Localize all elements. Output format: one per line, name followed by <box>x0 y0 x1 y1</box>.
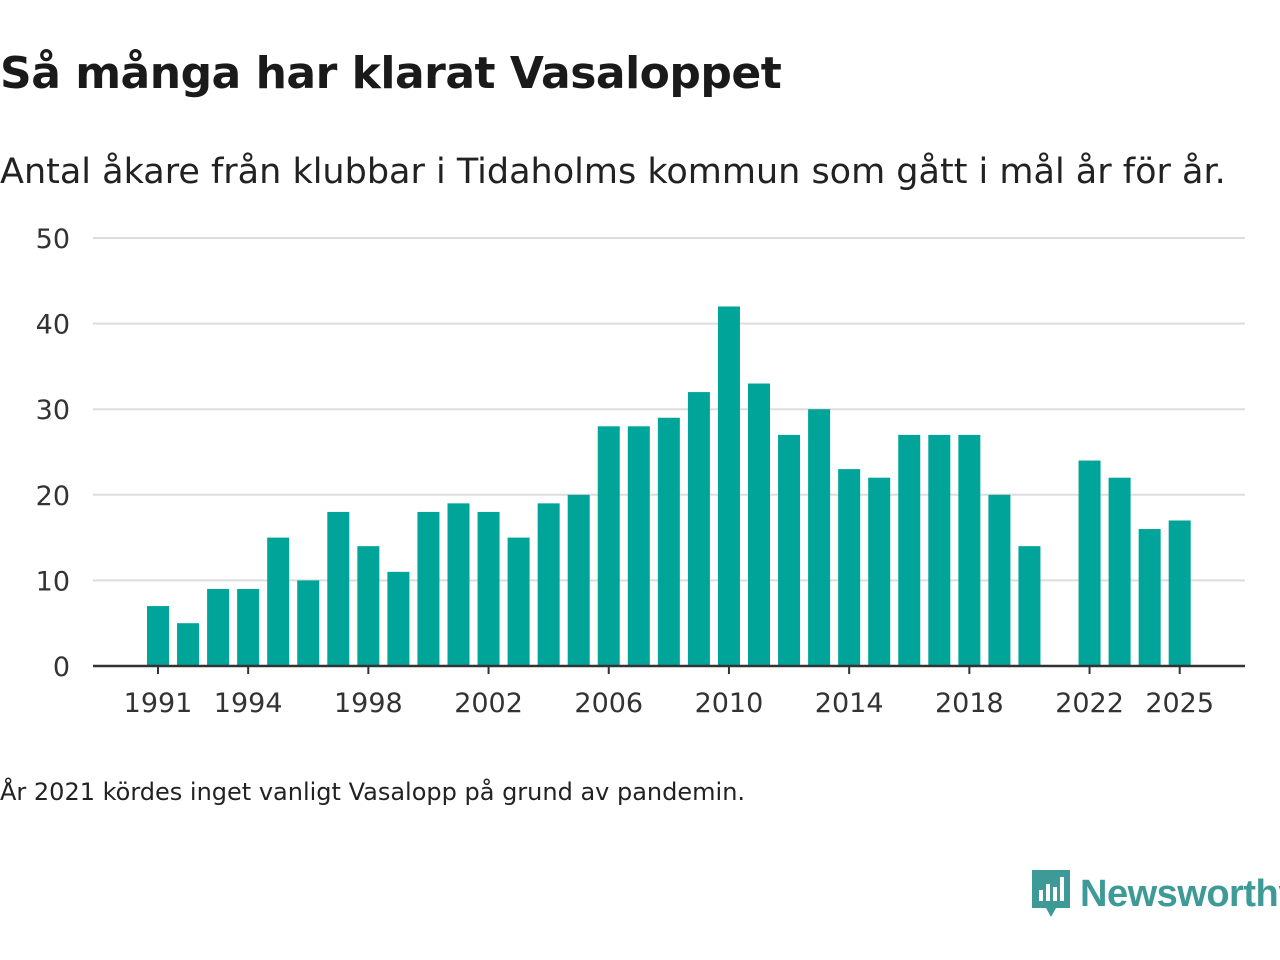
bar-2019 <box>988 494 1011 666</box>
y-tick-label-30: 30 <box>36 395 70 426</box>
x-tick-label-1994: 1994 <box>214 688 283 715</box>
brand-name: Newsworthy <box>1080 872 1280 915</box>
bar-2015 <box>868 477 891 666</box>
bar-2017 <box>928 434 951 666</box>
bar-1991 <box>147 606 169 666</box>
x-tick-label-1998: 1998 <box>334 688 403 715</box>
bar-2000 <box>417 511 440 666</box>
bar-2003 <box>507 537 530 666</box>
x-tick-label-2002: 2002 <box>454 688 523 715</box>
y-tick-label-10: 10 <box>36 566 70 597</box>
x-tick-label-2010: 2010 <box>695 688 764 715</box>
x-tick-label-2022: 2022 <box>1055 688 1124 715</box>
bar-2006 <box>597 426 620 666</box>
bar-2014 <box>838 469 861 666</box>
bar-2023 <box>1108 477 1131 666</box>
bar-2007 <box>627 426 650 666</box>
bar-1993 <box>207 588 230 666</box>
bar-1997 <box>327 511 350 666</box>
grid-lines <box>93 237 1245 582</box>
newsworthy-logo-icon <box>1032 870 1070 917</box>
brand-logo: Newsworthy <box>1030 868 1280 920</box>
x-tick-label-1991: 1991 <box>124 688 193 715</box>
x-axis <box>93 664 1245 674</box>
chart-title: Så många har klarat Vasaloppet <box>0 48 782 99</box>
bar-1996 <box>297 580 320 666</box>
y-tick-label-0: 0 <box>53 652 70 683</box>
bar-2009 <box>687 392 710 666</box>
bar-1994 <box>237 588 260 666</box>
bar-1995 <box>267 537 290 666</box>
bar-2002 <box>477 511 500 666</box>
footnote: År 2021 kördes inget vanligt Vasalopp på… <box>0 778 746 806</box>
bar-2012 <box>778 434 801 666</box>
bar-1998 <box>357 546 380 666</box>
bar-1992 <box>177 623 200 666</box>
bar-2025 <box>1168 520 1191 666</box>
bar-2022 <box>1078 460 1101 666</box>
bars <box>147 306 1191 666</box>
x-tick-label-2006: 2006 <box>574 688 643 715</box>
bar-2020 <box>1018 546 1041 666</box>
chart-subtitle: Antal åkare från klubbar i Tidaholms kom… <box>0 152 1226 192</box>
y-tick-label-20: 20 <box>36 481 70 512</box>
bar-2001 <box>447 503 470 666</box>
bar-2013 <box>808 409 831 666</box>
x-tick-label-2025: 2025 <box>1145 688 1214 715</box>
bar-2024 <box>1138 529 1161 666</box>
bar-2018 <box>958 434 981 666</box>
bar-1999 <box>387 571 410 666</box>
x-tick-label-2014: 2014 <box>815 688 884 715</box>
y-tick-label-50: 50 <box>36 224 70 255</box>
bar-2005 <box>567 494 590 666</box>
bar-chart: 0 10 20 30 40 50 1991 1994 1998 2002 2006 2010 2014… <box>36 224 1245 715</box>
bar-2004 <box>537 503 560 666</box>
x-axis-labels: 1991 1994 1998 2002 2006 2010 2014 2018 2022 2025 <box>124 688 1214 715</box>
bar-2010 <box>717 306 740 666</box>
bar-2008 <box>657 417 680 666</box>
bar-2011 <box>748 383 770 666</box>
y-axis-labels: 0 10 20 30 40 50 <box>36 224 70 683</box>
y-tick-label-40: 40 <box>36 310 70 341</box>
bar-2016 <box>898 434 921 666</box>
x-tick-label-2018: 2018 <box>935 688 1004 715</box>
